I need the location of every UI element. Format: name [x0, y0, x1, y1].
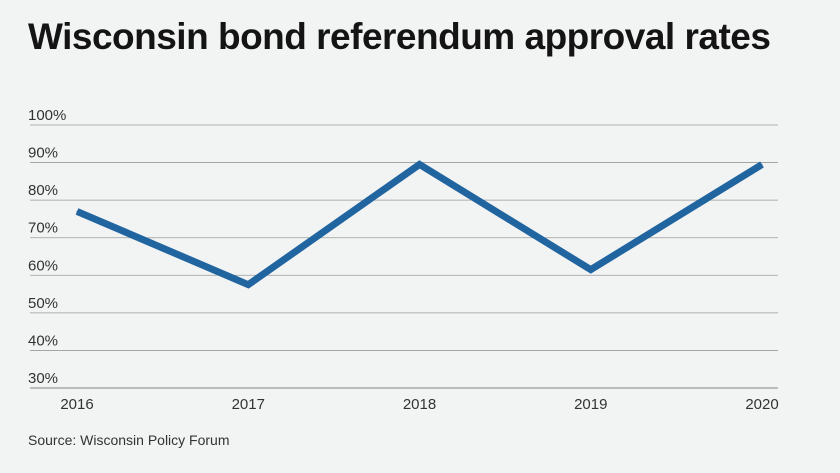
y-tick-label: 60% — [28, 257, 58, 274]
y-tick-label: 30% — [28, 370, 58, 387]
y-tick-label: 90% — [28, 145, 58, 162]
x-tick-label: 2016 — [60, 396, 93, 413]
x-tick-label: 2020 — [745, 396, 778, 413]
chart-title: Wisconsin bond referendum approval rates — [28, 16, 771, 57]
data-point — [247, 284, 249, 286]
x-tick-labels: 2016 2017 2018 2019 2020 — [60, 396, 778, 413]
x-tick-label: 2018 — [403, 396, 436, 413]
series-line — [75, 160, 764, 289]
gridlines — [30, 124, 778, 389]
y-tick-label: 80% — [28, 182, 58, 199]
source-note: Source: Wisconsin Policy Forum — [28, 432, 230, 448]
y-tick-label: 40% — [28, 332, 58, 349]
data-point — [761, 163, 763, 165]
x-tick-label: 2017 — [232, 396, 265, 413]
data-series — [75, 160, 764, 289]
x-tick-label: 2019 — [574, 396, 607, 413]
data-point — [590, 269, 592, 271]
y-tick-label: 70% — [28, 220, 58, 237]
y-tick-label: 100% — [28, 107, 66, 124]
y-tick-label: 50% — [28, 295, 58, 312]
y-tick-labels: 100% 90% 80% 70% 60% 50% 40% 30% — [28, 107, 66, 387]
data-point — [419, 163, 420, 165]
data-point — [76, 210, 78, 212]
